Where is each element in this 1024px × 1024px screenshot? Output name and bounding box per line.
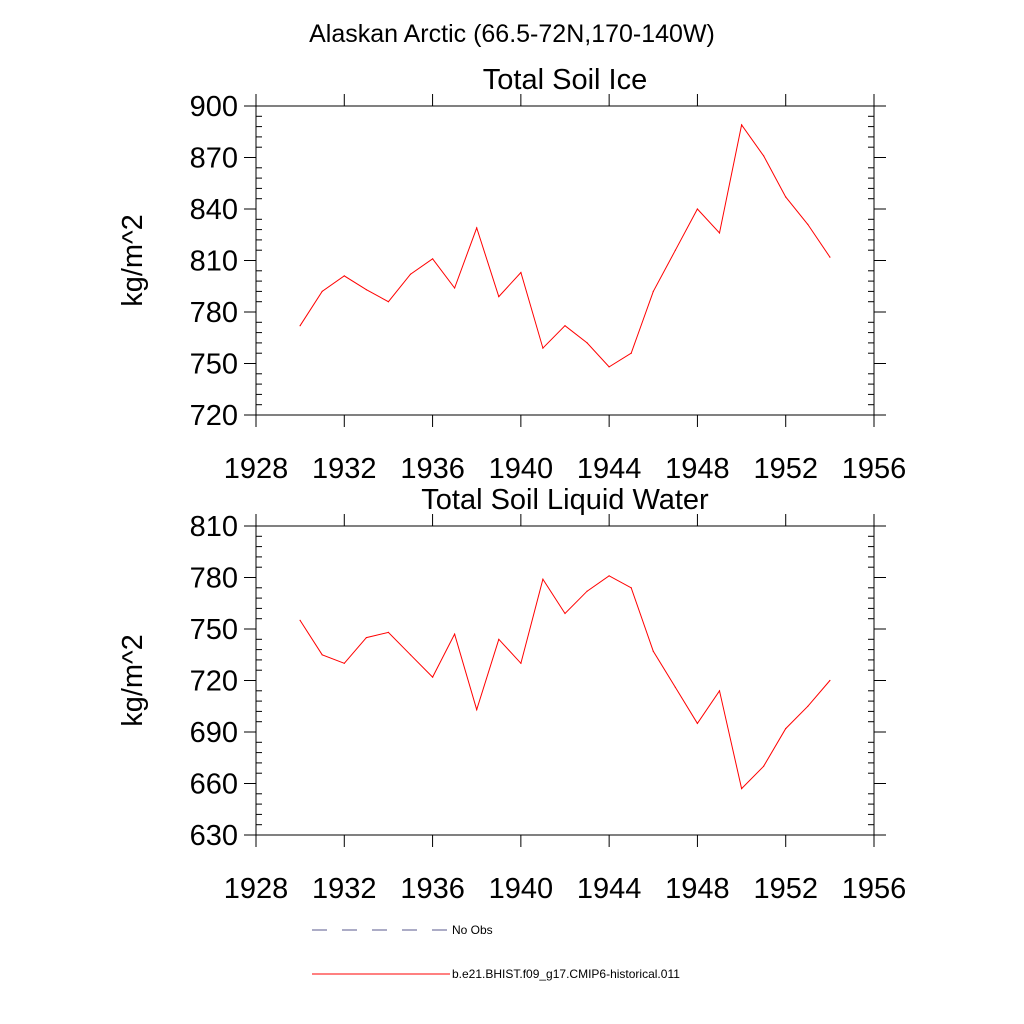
data-point xyxy=(498,296,500,298)
y-tick-label: 720 xyxy=(190,666,238,698)
data-point xyxy=(564,325,566,327)
x-tick-label: 1940 xyxy=(489,873,554,905)
data-point xyxy=(718,690,721,692)
data-point xyxy=(674,249,677,251)
x-tick-label: 1932 xyxy=(312,453,377,485)
data-point xyxy=(652,290,654,292)
data-point xyxy=(476,227,478,229)
x-tick-label: 1944 xyxy=(577,453,642,485)
y-axis-label: kg/m^2 xyxy=(117,214,149,307)
data-point xyxy=(365,289,367,291)
x-tick-label: 1956 xyxy=(842,453,907,485)
panel-total-soil-ice: Total Soil Ice 1928 1932 1936 1940 1944 1948 19… xyxy=(117,64,906,485)
x-tick-label: 1952 xyxy=(753,453,818,485)
plot-frame xyxy=(255,105,875,416)
panel-title: Total Soil Liquid Water xyxy=(421,484,709,516)
data-point xyxy=(829,679,831,682)
x-tick-label: 1928 xyxy=(224,453,289,485)
data-point xyxy=(542,347,544,349)
data-point xyxy=(763,765,765,767)
data-point xyxy=(608,575,610,577)
y-tick-label: 780 xyxy=(190,563,238,595)
data-point xyxy=(652,650,654,652)
y-axis-label: kg/m^2 xyxy=(117,634,149,727)
data-point xyxy=(674,686,677,689)
y-tick-label: 750 xyxy=(190,614,238,646)
x-tick-label: 1952 xyxy=(753,873,818,905)
data-point xyxy=(299,325,301,327)
panel-title: Total Soil Ice xyxy=(483,64,647,96)
data-point xyxy=(586,342,588,344)
data-point xyxy=(409,273,412,275)
y-tick-label: 780 xyxy=(190,297,238,329)
y-tick-label: 720 xyxy=(190,400,238,432)
data-point xyxy=(829,256,831,258)
data-point xyxy=(454,287,456,289)
x-tick-label: 1936 xyxy=(400,453,465,485)
data-point xyxy=(741,124,743,126)
data-point xyxy=(476,709,478,711)
legend-item-no-obs: No Obs xyxy=(312,923,493,937)
data-point xyxy=(741,788,743,790)
figure-title: Alaskan Arctic (66.5-72N,170-140W) xyxy=(309,20,715,48)
y-tick-label: 810 xyxy=(190,246,238,278)
data-point xyxy=(343,275,345,277)
data-point xyxy=(432,258,434,260)
data-point xyxy=(763,155,765,157)
legend-label-no-obs: No Obs xyxy=(452,923,493,937)
y-tick-label: 690 xyxy=(190,717,238,749)
data-point xyxy=(321,290,323,292)
data-point xyxy=(630,587,632,589)
data-point xyxy=(696,208,699,210)
data-point xyxy=(807,223,809,225)
data-point xyxy=(343,662,345,664)
data-point xyxy=(387,631,389,634)
data-point xyxy=(454,633,456,635)
data-point xyxy=(785,196,787,198)
series-line xyxy=(299,123,831,368)
x-tick-label: 1928 xyxy=(224,873,289,905)
legend-label-model-run: b.e21.BHIST.f09_g17.CMIP6-historical.011 xyxy=(452,967,680,981)
x-tick-label: 1944 xyxy=(577,873,642,905)
data-point xyxy=(409,654,412,656)
series-line xyxy=(299,575,831,790)
data-point xyxy=(785,728,787,730)
data-point xyxy=(321,654,323,656)
plot-frame xyxy=(255,525,875,836)
y-tick-label: 660 xyxy=(190,769,238,801)
y-tick-label: 630 xyxy=(190,820,238,852)
y-tick-label: 900 xyxy=(190,91,238,123)
data-point xyxy=(586,590,588,592)
data-point xyxy=(630,352,632,354)
data-point xyxy=(299,619,301,622)
data-point xyxy=(432,676,434,678)
x-tick-label: 1948 xyxy=(665,453,730,485)
y-tick-label: 750 xyxy=(190,349,238,381)
y-tick-label: 870 xyxy=(190,143,238,175)
x-tick-label: 1932 xyxy=(312,873,377,905)
y-tick-label: 810 xyxy=(190,511,238,543)
panel-total-soil-liquid-water: Total Soil Liquid Water 1928 1932 1936 1940 1… xyxy=(117,484,906,905)
x-tick-label: 1936 xyxy=(400,873,465,905)
data-point xyxy=(498,638,500,640)
data-point xyxy=(520,271,522,274)
data-point xyxy=(718,232,721,234)
data-point xyxy=(807,705,809,707)
data-point xyxy=(387,301,389,303)
data-point xyxy=(520,662,522,664)
y-tick-label: 840 xyxy=(190,194,238,226)
data-point xyxy=(608,366,610,368)
data-point xyxy=(564,612,566,615)
legend: No Obs b.e21.BHIST.f09_g17.CMIP6-histori… xyxy=(312,923,680,981)
x-tick-label: 1948 xyxy=(665,873,730,905)
data-point xyxy=(365,637,367,639)
data-point xyxy=(542,578,544,580)
data-point xyxy=(696,722,699,725)
x-tick-label: 1956 xyxy=(842,873,907,905)
legend-item-model-run: b.e21.BHIST.f09_g17.CMIP6-historical.011 xyxy=(312,967,680,981)
x-tick-label: 1940 xyxy=(489,453,554,485)
